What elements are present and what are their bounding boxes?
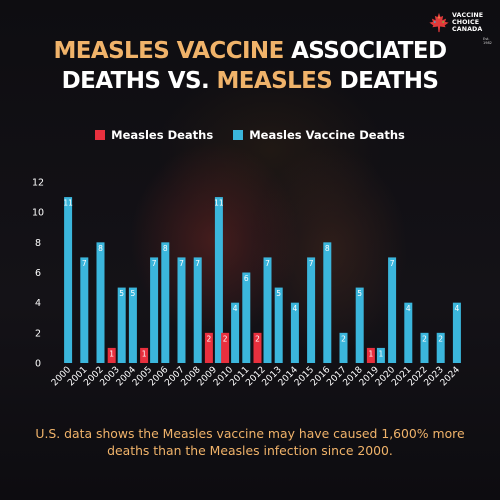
vaccine-bar (376, 347, 385, 363)
vaccine-bar (339, 332, 348, 363)
measles-data-label: 2 (255, 334, 260, 343)
maple-leaf-icon (429, 12, 449, 33)
y-tick-label: 4 (35, 298, 41, 309)
vaccine-data-label: 1 (379, 349, 384, 358)
vaccine-bar (307, 257, 316, 363)
title-text-2: DEATHS VS. (61, 68, 217, 94)
vaccine-data-label: 2 (341, 334, 346, 343)
measles-data-label: 1 (369, 349, 374, 358)
y-tick-label: 6 (35, 268, 41, 279)
vaccine-data-label: 4 (455, 304, 460, 313)
legend-swatch-measles (95, 130, 106, 140)
logo-line-2: CHOICE (452, 19, 480, 26)
logo-established: Est. 1982 (483, 37, 492, 45)
measles-bar (204, 332, 213, 363)
y-tick-label: 2 (35, 328, 41, 339)
vaccine-data-label: 8 (163, 244, 168, 253)
logo-wordmark: VACCINE CHOICE CANADA (452, 12, 498, 33)
vaccine-bar (193, 257, 202, 363)
x-tick-label: 2024 (439, 365, 462, 388)
vaccine-data-label: 7 (82, 259, 87, 268)
vaccine-data-label: 4 (406, 304, 411, 313)
vaccine-data-label: 8 (325, 244, 330, 253)
y-tick-label: 0 (35, 359, 41, 370)
measles-bar (107, 347, 116, 363)
vaccine-data-label: 5 (131, 289, 136, 298)
vaccine-bar (80, 257, 89, 363)
caption: U.S. data shows the Measles vaccine may … (35, 426, 465, 458)
vaccine-bar (242, 272, 251, 363)
vaccine-data-label: 11 (63, 199, 73, 208)
measles-bar (140, 347, 149, 363)
vaccine-data-label: 8 (98, 244, 103, 253)
measles-data-label: 1 (142, 349, 147, 358)
vaccine-data-label: 7 (390, 259, 395, 268)
vaccine-data-label: 11 (214, 199, 224, 208)
measles-data-label: 1 (109, 349, 114, 358)
vaccine-bar (420, 332, 429, 363)
measles-bar (221, 332, 230, 363)
vaccine-bar (263, 257, 272, 363)
vaccine-bar (404, 302, 413, 363)
legend-label-measles: Measles Deaths (111, 128, 214, 142)
vaccine-bar (161, 242, 170, 363)
legend-swatch-vaccine (233, 130, 244, 140)
vaccine-bar (117, 287, 126, 363)
title-line-2: DEATHS VS. MEASLES DEATHS (0, 66, 500, 96)
legend-item-measles: Measles Deaths (95, 128, 213, 142)
vaccine-data-label: 7 (179, 259, 184, 268)
vaccine-bar (96, 242, 105, 363)
vaccine-bar (150, 257, 159, 363)
measles-bar (253, 332, 262, 363)
vaccine-bar (214, 197, 223, 363)
title-text-3: DEATHS (332, 68, 439, 94)
vaccine-bar (274, 287, 283, 363)
vaccine-bar (231, 302, 240, 363)
vaccine-data-label: 2 (422, 334, 427, 343)
vaccine-data-label: 5 (119, 289, 124, 298)
logo-line-3: CANADA (452, 26, 483, 33)
vaccine-data-label: 4 (293, 304, 298, 313)
vaccine-bar (452, 302, 461, 363)
vaccine-bar (355, 287, 364, 363)
vaccine-bar (290, 302, 299, 363)
logo-line-1: VACCINE (452, 12, 484, 19)
vaccine-data-label: 7 (152, 259, 157, 268)
vaccine-data-label: 5 (357, 289, 362, 298)
vaccine-bar (128, 287, 137, 363)
y-tick-label: 8 (35, 238, 41, 249)
vaccine-bar (436, 332, 445, 363)
vaccine-choice-canada-logo: VACCINE CHOICE CANADA Est. 1982 (428, 8, 498, 48)
measles-bar (366, 347, 375, 363)
vaccine-data-label: 7 (195, 259, 200, 268)
title-text-1: ASSOCIATED (283, 38, 447, 64)
title-line-1: MEASLES VACCINE ASSOCIATED (0, 36, 500, 66)
legend-label-vaccine: Measles Vaccine Deaths (249, 128, 405, 142)
legend-item-vaccine: Measles Vaccine Deaths (233, 128, 405, 142)
page-title: MEASLES VACCINE ASSOCIATED DEATHS VS. ME… (0, 36, 500, 96)
chart-legend: Measles Deaths Measles Vaccine Deaths (0, 128, 500, 142)
measles-data-label: 2 (223, 334, 228, 343)
vaccine-bar (323, 242, 332, 363)
vaccine-data-label: 7 (265, 259, 270, 268)
title-highlight-1: MEASLES VACCINE (53, 38, 284, 64)
measles-data-label: 2 (207, 334, 212, 343)
vaccine-bar (64, 197, 73, 363)
vaccine-data-label: 6 (244, 274, 249, 283)
vaccine-data-label: 5 (276, 289, 281, 298)
vaccine-data-label: 4 (233, 304, 238, 313)
vaccine-bar (388, 257, 397, 363)
title-highlight-2: MEASLES (216, 68, 333, 94)
y-tick-label: 10 (32, 208, 44, 219)
vaccine-data-label: 2 (438, 334, 443, 343)
vaccine-data-label: 7 (309, 259, 314, 268)
y-tick-label: 12 (32, 178, 44, 189)
vaccine-bar (177, 257, 186, 363)
